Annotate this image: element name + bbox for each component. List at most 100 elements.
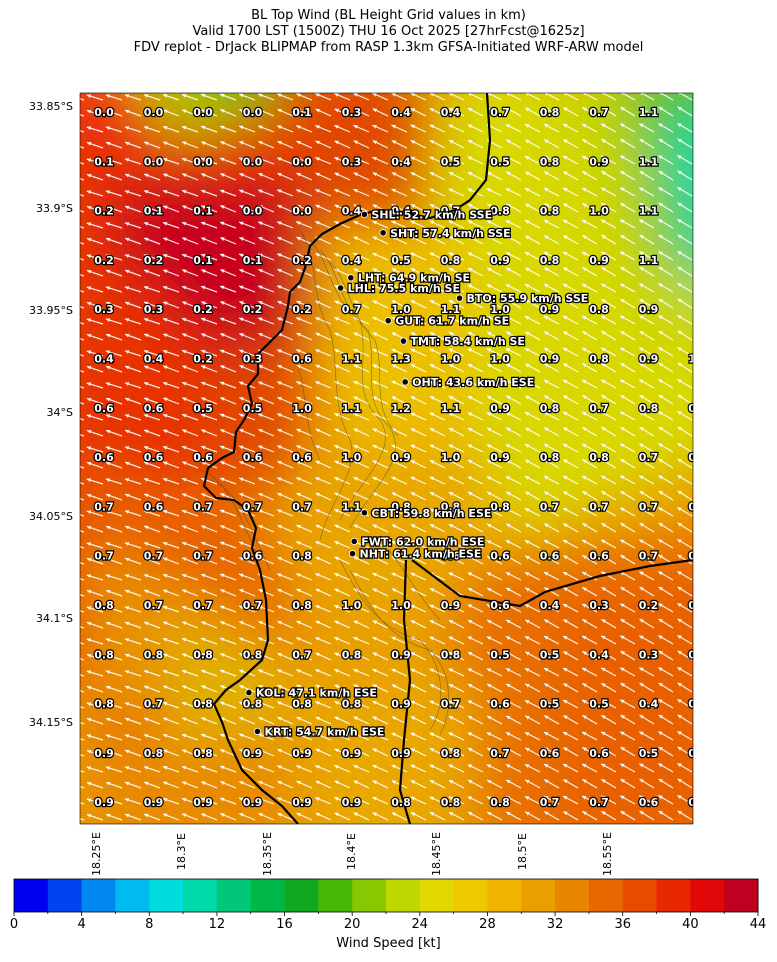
wind-arrow bbox=[543, 603, 560, 613]
wind-arrow bbox=[543, 539, 560, 549]
wind-arrow bbox=[276, 413, 294, 421]
wind-arrow bbox=[677, 234, 693, 245]
wind-arrow bbox=[372, 492, 389, 501]
wind-arrow bbox=[657, 410, 674, 421]
wind-arrow bbox=[429, 348, 446, 357]
wind-arrow bbox=[124, 141, 142, 149]
wind-arrow bbox=[677, 634, 693, 645]
wind-arrow bbox=[638, 123, 655, 133]
wind-arrow bbox=[410, 668, 427, 677]
wind-arrow bbox=[86, 606, 104, 613]
wind-arrow bbox=[162, 461, 180, 469]
wind-arrow bbox=[524, 619, 541, 629]
wind-arrow bbox=[296, 684, 313, 693]
wind-arrow bbox=[334, 604, 351, 613]
wind-arrow bbox=[80, 226, 85, 229]
wind-arrow bbox=[143, 397, 161, 405]
wind-arrow bbox=[582, 298, 598, 309]
wind-arrow bbox=[429, 395, 446, 405]
grid-value: 0.9 bbox=[391, 648, 411, 661]
wind-arrow bbox=[543, 363, 560, 373]
wind-arrow bbox=[315, 524, 332, 533]
wind-arrow bbox=[315, 332, 332, 341]
wind-arrow bbox=[239, 780, 256, 789]
site-label-cbt: CBT: 59.8 km/h ESE bbox=[371, 507, 491, 520]
wind-arrow bbox=[162, 141, 180, 149]
wind-arrow bbox=[353, 748, 370, 757]
wind-arrow bbox=[543, 299, 560, 309]
wind-arrow bbox=[448, 427, 465, 437]
grid-value: 0.6 bbox=[243, 451, 263, 464]
wind-arrow bbox=[467, 683, 484, 693]
wind-arrow bbox=[105, 813, 123, 821]
wind-arrow bbox=[448, 683, 465, 693]
grid-value: 0.6 bbox=[94, 402, 114, 415]
wind-arrow bbox=[467, 252, 484, 261]
grid-value: 0.7 bbox=[639, 451, 659, 464]
wind-arrow bbox=[562, 107, 579, 117]
wind-arrow bbox=[600, 635, 617, 645]
wind-arrow bbox=[295, 509, 313, 517]
wind-arrow bbox=[220, 333, 237, 341]
wind-arrow bbox=[486, 683, 503, 693]
wind-arrow bbox=[639, 490, 655, 501]
colorbar-tick-label: 0 bbox=[9, 917, 19, 932]
wind-arrow bbox=[143, 749, 161, 757]
grid-value: 0.8 bbox=[94, 648, 114, 661]
wind-arrow bbox=[467, 380, 484, 389]
wind-arrow bbox=[86, 557, 104, 565]
wind-arrow bbox=[524, 123, 541, 133]
wind-arrow bbox=[181, 669, 199, 677]
grid-value: 0.9 bbox=[243, 796, 263, 809]
grid-value: 0.0 bbox=[94, 106, 114, 119]
wind-arrow bbox=[334, 636, 351, 645]
wind-arrow bbox=[105, 365, 123, 373]
wind-arrow bbox=[353, 108, 370, 117]
grid-value: 0.9 bbox=[144, 796, 164, 809]
wind-arrow bbox=[80, 146, 85, 149]
grid-value: 0.9 bbox=[342, 747, 362, 760]
wind-arrow bbox=[639, 778, 655, 789]
wind-arrow bbox=[334, 204, 351, 213]
grid-value: 0.8 bbox=[342, 648, 362, 661]
wind-arrow bbox=[657, 538, 674, 549]
wind-arrow bbox=[657, 218, 674, 229]
title-line-2: Valid 1700 LST (1500Z) THU 16 Oct 2025 [… bbox=[192, 24, 585, 39]
wind-arrow bbox=[296, 748, 313, 757]
wind-arrow bbox=[258, 428, 275, 437]
wind-arrow bbox=[220, 237, 237, 245]
wind-arrow bbox=[486, 523, 503, 533]
wind-arrow bbox=[334, 668, 351, 677]
wind-arrow bbox=[80, 466, 85, 469]
grid-value: 1.1 bbox=[639, 254, 659, 267]
wind-arrow bbox=[105, 173, 123, 181]
grid-value: 1.0 bbox=[589, 205, 609, 218]
grid-value: 0.4 bbox=[441, 106, 461, 119]
wind-arrow bbox=[105, 94, 123, 101]
lat-label: 34°S bbox=[46, 406, 73, 419]
wind-arrow bbox=[505, 715, 522, 725]
wind-arrow bbox=[639, 266, 655, 277]
wind-arrow bbox=[219, 381, 237, 389]
wind-arrow bbox=[410, 604, 427, 613]
wind-arrow bbox=[353, 300, 370, 309]
wind-arrow bbox=[467, 811, 484, 821]
wind-arrow bbox=[544, 93, 560, 101]
wind-arrow bbox=[619, 635, 636, 645]
grid-value: 0.4 bbox=[144, 353, 164, 366]
wind-arrow bbox=[677, 714, 693, 725]
wind-arrow bbox=[486, 203, 503, 213]
wind-arrow bbox=[677, 250, 693, 261]
wind-arrow bbox=[620, 362, 636, 373]
wind-arrow bbox=[658, 266, 674, 277]
wind-arrow bbox=[391, 124, 408, 133]
wind-arrow bbox=[315, 652, 332, 661]
wind-arrow bbox=[372, 140, 389, 149]
colorbar-segment bbox=[555, 879, 590, 912]
grid-value: 0.8 bbox=[540, 106, 560, 119]
wind-arrow bbox=[448, 796, 465, 805]
wind-arrow bbox=[372, 780, 389, 789]
wind-arrow bbox=[296, 780, 313, 789]
grid-value: 0.3 bbox=[144, 303, 164, 316]
wind-arrow bbox=[677, 666, 693, 677]
